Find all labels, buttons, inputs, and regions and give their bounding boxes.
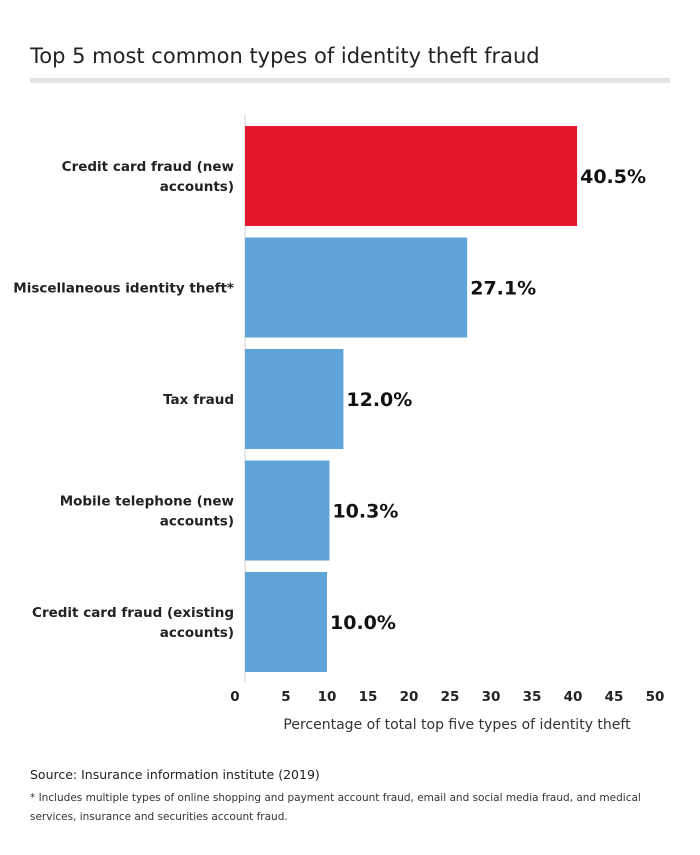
category-label: Miscellaneous identity theft* <box>13 281 234 297</box>
x-tick-label: 50 <box>646 689 665 705</box>
bar-value-label: 27.1% <box>470 278 536 300</box>
source-note: Source: Insurance information institute … <box>30 767 320 782</box>
x-tick-label: 10 <box>318 689 337 705</box>
x-tick-label: 15 <box>359 689 378 705</box>
category-label: Credit card fraud (existing accounts) <box>32 605 234 641</box>
x-tick-label: 40 <box>564 689 583 705</box>
footnote: * Includes multiple types of online shop… <box>30 792 641 823</box>
bar <box>245 572 327 672</box>
x-tick-label: 5 <box>281 689 290 705</box>
bar <box>245 460 330 561</box>
category-label: Credit card fraud (new accounts) <box>62 159 234 195</box>
category-label: Mobile telephone (new accounts) <box>60 494 234 530</box>
chart-title: Top 5 most common types of identity thef… <box>30 44 540 68</box>
bar <box>245 237 468 338</box>
x-tick-label: 35 <box>523 689 542 705</box>
bar-chart: 40.5% Credit card fraud (new accounts) 27.1… <box>13 115 665 733</box>
bar-value-label: 40.5% <box>580 166 646 188</box>
x-tick-label: 30 <box>482 689 501 705</box>
x-tick-label: 25 <box>441 689 460 705</box>
bar-value-label: 12.0% <box>346 389 412 411</box>
title-divider <box>30 78 670 83</box>
x-axis-title: Percentage of total top five types of id… <box>283 717 631 733</box>
bar-value-label: 10.3% <box>332 501 398 523</box>
bar <box>245 349 344 449</box>
x-tick-label: 45 <box>605 689 624 705</box>
bar-value-label: 10.0% <box>330 612 396 634</box>
x-tick-label: 0 <box>230 689 239 705</box>
category-label: Tax fraud <box>163 392 234 408</box>
bar <box>245 126 578 226</box>
x-tick-label: 20 <box>400 689 419 705</box>
